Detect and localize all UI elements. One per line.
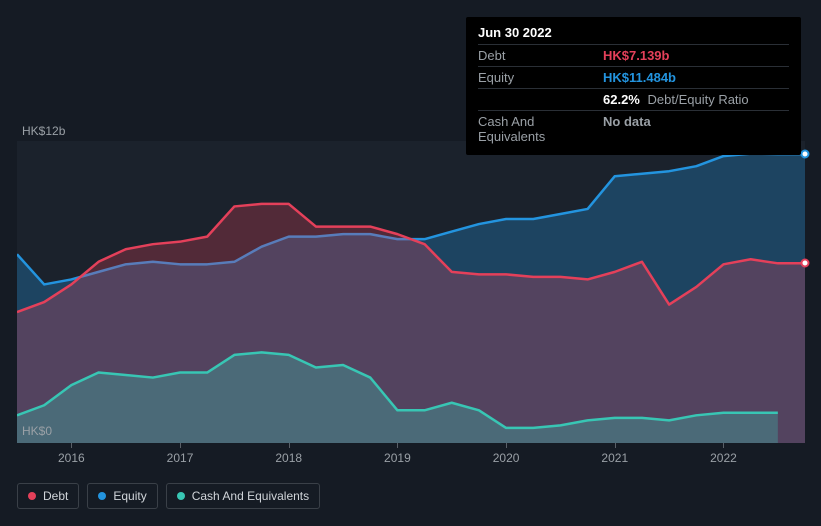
- tooltip-row-debt: Debt HK$7.139b: [478, 44, 789, 66]
- legend-label: Debt: [43, 489, 68, 503]
- legend-item-equity[interactable]: Equity: [87, 483, 157, 509]
- end-marker-debt: [801, 259, 810, 268]
- x-axis-label: 2022: [710, 451, 737, 465]
- legend-item-cash[interactable]: Cash And Equivalents: [166, 483, 320, 509]
- legend-label: Equity: [113, 489, 146, 503]
- legend-swatch: [177, 492, 185, 500]
- y-axis-label-min: HK$0: [22, 424, 52, 438]
- chart-legend: Debt Equity Cash And Equivalents: [17, 483, 320, 509]
- tooltip-value: HK$11.484b: [603, 70, 676, 85]
- end-marker-equity: [801, 150, 810, 159]
- debt-equity-chart: HK$12b HK$0 2016 2017 2018 2019 2020 2021 2022…: [0, 0, 821, 526]
- x-tick: [506, 443, 507, 448]
- legend-label: Cash And Equivalents: [192, 489, 309, 503]
- x-axis-label: 2020: [493, 451, 520, 465]
- x-tick: [397, 443, 398, 448]
- tooltip-row-cash: Cash And Equivalents No data: [478, 110, 789, 147]
- x-axis-label: 2016: [58, 451, 85, 465]
- tooltip-value: No data: [603, 114, 651, 144]
- tooltip-value: HK$7.139b: [603, 48, 669, 63]
- tooltip-label: Debt: [478, 48, 603, 63]
- legend-swatch: [98, 492, 106, 500]
- x-tick: [71, 443, 72, 448]
- x-axis-label: 2017: [167, 451, 194, 465]
- legend-item-debt[interactable]: Debt: [17, 483, 79, 509]
- x-tick: [289, 443, 290, 448]
- tooltip-value: 62.2%: [603, 92, 640, 107]
- tooltip-row-ratio: 62.2% Debt/Equity Ratio: [478, 88, 789, 110]
- tooltip-label: Equity: [478, 70, 603, 85]
- chart-tooltip: Jun 30 2022 Debt HK$7.139b Equity HK$11.…: [466, 17, 801, 155]
- x-tick: [180, 443, 181, 448]
- tooltip-label: [478, 92, 603, 107]
- x-tick: [615, 443, 616, 448]
- legend-swatch: [28, 492, 36, 500]
- y-axis-label-max: HK$12b: [22, 124, 65, 138]
- x-tick: [723, 443, 724, 448]
- x-axis-label: 2019: [384, 451, 411, 465]
- tooltip-label: Cash And Equivalents: [478, 114, 603, 144]
- tooltip-date: Jun 30 2022: [478, 25, 789, 44]
- tooltip-row-equity: Equity HK$11.484b: [478, 66, 789, 88]
- tooltip-suffix: Debt/Equity Ratio: [648, 92, 749, 107]
- x-axis-label: 2018: [275, 451, 302, 465]
- x-axis-label: 2021: [601, 451, 628, 465]
